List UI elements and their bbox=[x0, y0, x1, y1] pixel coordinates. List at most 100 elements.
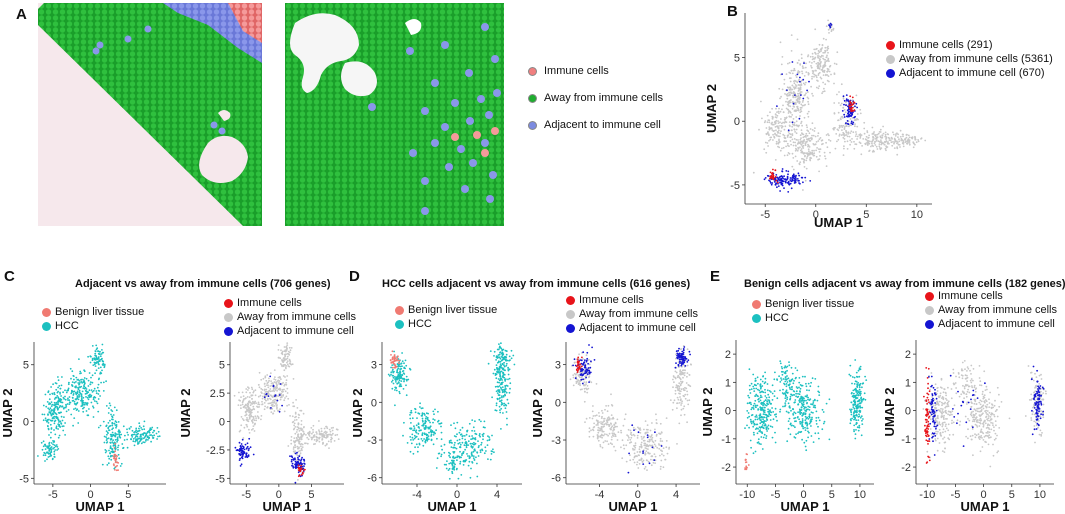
umap-point bbox=[83, 377, 86, 379]
umap-point bbox=[423, 422, 426, 425]
umap-point bbox=[582, 378, 584, 381]
umap-point bbox=[294, 416, 296, 419]
umap-point bbox=[245, 391, 248, 394]
umap-point bbox=[109, 419, 111, 422]
umap-point bbox=[818, 67, 821, 70]
umap-point bbox=[500, 364, 503, 367]
umap-point bbox=[290, 436, 293, 438]
umap-point bbox=[315, 431, 318, 433]
umap-point bbox=[847, 110, 850, 113]
umap-point bbox=[287, 445, 290, 447]
umap-point bbox=[901, 133, 904, 136]
umap-point bbox=[783, 134, 786, 137]
umap-point bbox=[277, 344, 280, 346]
umap-point bbox=[261, 400, 263, 403]
umap-point bbox=[57, 436, 60, 439]
umap-point bbox=[474, 449, 476, 452]
umap-point bbox=[271, 390, 273, 392]
umap-point bbox=[55, 401, 58, 404]
umap-point bbox=[600, 425, 603, 428]
umap-point bbox=[134, 437, 137, 439]
umap-point bbox=[614, 422, 617, 425]
umap-point bbox=[86, 404, 89, 406]
umap-point bbox=[785, 145, 787, 148]
umap-point bbox=[506, 398, 509, 401]
umap-point bbox=[874, 141, 877, 143]
umap-point bbox=[479, 449, 482, 452]
umap-point bbox=[813, 130, 816, 132]
umap-point bbox=[91, 357, 94, 360]
umap-point bbox=[427, 435, 430, 437]
umap-point bbox=[109, 446, 112, 449]
umap-point bbox=[792, 173, 795, 176]
umap-point bbox=[51, 458, 54, 461]
umap-point bbox=[804, 179, 807, 182]
umap-point bbox=[506, 423, 508, 426]
umap-point bbox=[763, 411, 766, 414]
umap-point bbox=[836, 128, 839, 131]
umap-point bbox=[246, 417, 248, 419]
umap-point bbox=[505, 362, 508, 365]
umap-point bbox=[138, 429, 141, 432]
umap-point bbox=[917, 140, 920, 143]
umap-point bbox=[768, 139, 770, 142]
legend-d-dot-away bbox=[566, 309, 575, 319]
legend-a-label-adjacent: Adjacent to immune cell bbox=[544, 119, 661, 131]
umap-point bbox=[790, 143, 792, 146]
umap-point bbox=[791, 152, 794, 155]
umap-point bbox=[471, 429, 473, 432]
umap-point bbox=[394, 389, 396, 391]
umap-point bbox=[41, 448, 44, 451]
umap-point bbox=[466, 453, 468, 455]
umap-point bbox=[822, 37, 825, 40]
legend-c-item-adjacent: Adjacent to immune cell bbox=[224, 324, 356, 338]
umap-point bbox=[841, 129, 843, 131]
umap-point bbox=[274, 398, 277, 401]
umap-point bbox=[767, 393, 770, 396]
umap-point bbox=[647, 460, 650, 463]
umap-point bbox=[145, 439, 147, 442]
umap-point bbox=[297, 475, 300, 478]
umap-point bbox=[269, 372, 272, 374]
umap-point bbox=[680, 388, 683, 391]
umap-point bbox=[793, 80, 795, 83]
umap-point bbox=[257, 411, 259, 413]
umap-point bbox=[765, 151, 768, 154]
umap-point bbox=[587, 387, 590, 390]
umap-point bbox=[789, 182, 792, 185]
umap-point bbox=[840, 102, 843, 105]
umap-point bbox=[829, 140, 832, 142]
umap-point bbox=[869, 140, 871, 143]
umap-point bbox=[627, 428, 630, 431]
umap-point bbox=[489, 350, 492, 352]
umap-point bbox=[417, 432, 420, 435]
umap-point bbox=[297, 426, 300, 429]
umap-point bbox=[833, 128, 835, 131]
umap-point bbox=[452, 446, 455, 449]
umap-point bbox=[879, 136, 882, 138]
umap-point bbox=[392, 371, 395, 374]
umap-point bbox=[479, 451, 482, 453]
umap-point bbox=[791, 88, 794, 91]
umap-point bbox=[241, 438, 244, 441]
umap-point bbox=[262, 377, 265, 380]
umap-point bbox=[871, 126, 874, 129]
umap-point bbox=[94, 365, 97, 367]
umap-point bbox=[775, 116, 778, 119]
legend-b-dot-away bbox=[886, 54, 895, 64]
umap-point bbox=[275, 387, 278, 390]
umap-point bbox=[851, 110, 853, 113]
e-left-points bbox=[744, 359, 868, 471]
umap-point bbox=[760, 402, 762, 405]
umap-point bbox=[573, 361, 576, 364]
umap-point bbox=[99, 395, 101, 397]
umap-point bbox=[806, 134, 809, 137]
umap-point bbox=[645, 450, 648, 452]
umap-point bbox=[318, 437, 321, 440]
umap-point bbox=[794, 180, 797, 183]
umap-point bbox=[48, 403, 50, 406]
umap-point bbox=[805, 141, 808, 144]
umap-point bbox=[887, 141, 889, 143]
umap-point bbox=[798, 117, 801, 120]
umap-point bbox=[498, 356, 501, 359]
